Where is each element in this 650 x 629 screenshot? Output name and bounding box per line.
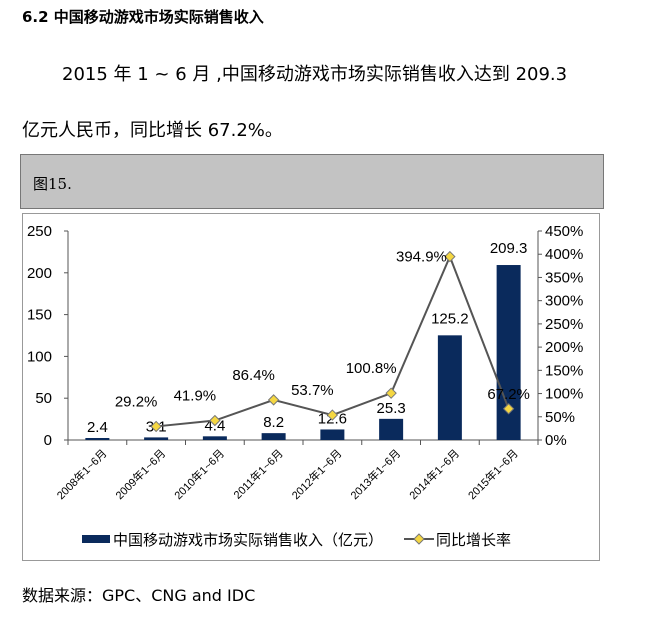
bar-label: 25.3	[377, 400, 406, 417]
x-tick-label: 2009年1~6月	[112, 446, 168, 502]
growth-label: 41.9%	[174, 388, 217, 405]
bar	[202, 436, 227, 440]
right-tick-label: 450%	[545, 223, 583, 240]
right-tick-label: 400%	[545, 246, 583, 263]
bar	[437, 335, 462, 440]
growth-marker	[502, 403, 515, 415]
growth-marker	[385, 387, 397, 399]
x-tick-label: 2013年1~6月	[347, 446, 403, 502]
figure-caption-box: 图15.	[20, 154, 604, 209]
right-tick-label: 50%	[545, 409, 575, 426]
bar-label: 209.3	[490, 240, 528, 257]
growth-label: 29.2%	[115, 393, 158, 410]
bar	[261, 433, 286, 440]
right-tick-label: 100%	[545, 386, 583, 403]
left-tick-label: 150	[27, 307, 52, 324]
legend-diamond-icon	[413, 533, 425, 545]
bar	[144, 437, 169, 440]
growth-marker	[267, 394, 280, 406]
figure-label: 图15.	[33, 175, 72, 193]
x-tick-label: 2010年1~6月	[171, 446, 227, 502]
growth-label: 67.2%	[487, 386, 530, 403]
legend-line-label: 同比增长率	[436, 532, 511, 549]
x-tick-label: 2014年1~6月	[406, 446, 462, 502]
section-heading: 6.2 中国移动游戏市场实际销售收入	[22, 8, 264, 26]
x-tick-label: 2008年1~6月	[54, 446, 110, 502]
x-tick-label: 2015年1~6月	[465, 446, 521, 502]
growth-marker	[326, 409, 339, 421]
bar	[85, 437, 110, 440]
left-tick-label: 200	[27, 265, 52, 282]
growth-label: 86.4%	[232, 367, 275, 384]
growth-label: 394.9%	[396, 249, 447, 266]
legend-bar-label: 中国移动游戏市场实际销售收入（亿元）	[113, 532, 383, 549]
bar-label: 2.4	[87, 419, 108, 436]
growth-label: 53.7%	[291, 382, 334, 399]
growth-marker	[209, 414, 221, 427]
growth-label: 100.8%	[346, 360, 397, 377]
left-tick-label: 100	[27, 348, 52, 365]
right-tick-label: 350%	[545, 269, 583, 286]
x-tick-label: 2011年1~6月	[230, 446, 285, 501]
left-tick-label: 0	[44, 432, 52, 449]
right-tick-label: 300%	[545, 293, 583, 310]
paragraph-line-1: 2015 年 1 ~ 6 月 ,中国移动游戏市场实际销售收入达到 209.3	[62, 64, 568, 85]
left-tick-label: 50	[35, 390, 52, 407]
bar	[320, 429, 345, 440]
left-tick-label: 250	[27, 223, 52, 240]
bar-label: 8.2	[263, 414, 284, 431]
bar-label: 125.2	[431, 310, 469, 327]
right-tick-label: 0%	[545, 432, 567, 449]
growth-marker	[444, 250, 456, 263]
paragraph-line-2: 亿元人民币，同比增长 67.2%。	[22, 120, 283, 141]
data-source: 数据来源：GPC、CNG and IDC	[22, 586, 256, 605]
right-tick-label: 200%	[545, 339, 583, 356]
x-tick-label: 2012年1~6月	[289, 446, 345, 502]
right-tick-label: 250%	[545, 316, 583, 333]
legend-bar-swatch	[82, 535, 110, 543]
growth-marker	[150, 420, 162, 433]
right-tick-label: 150%	[545, 362, 583, 379]
bar	[379, 418, 404, 440]
